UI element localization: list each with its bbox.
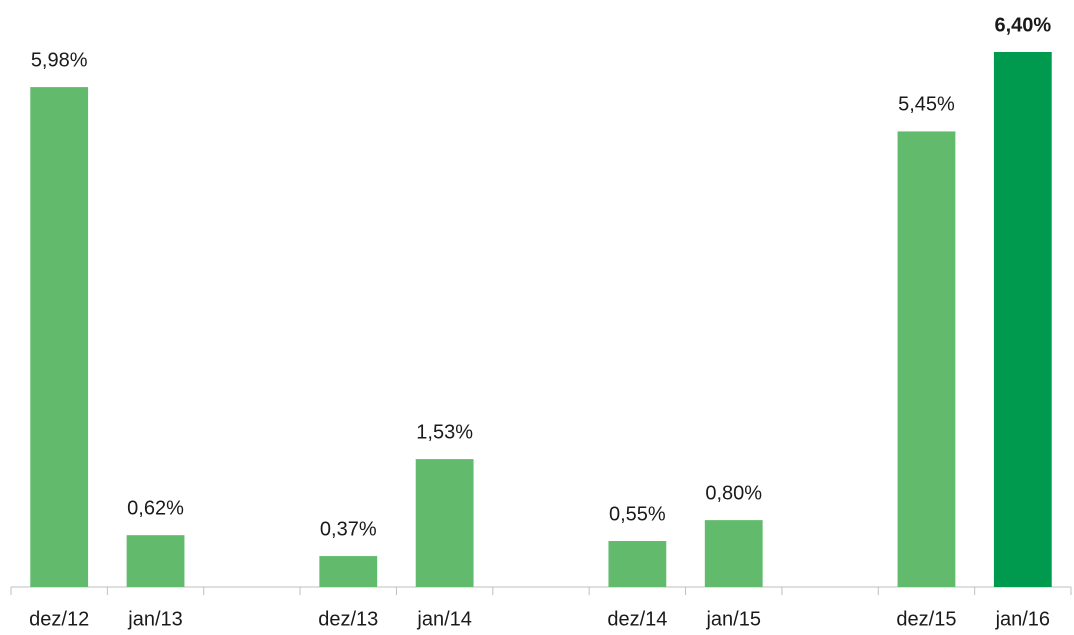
x-tick-label: jan/13 [127,608,183,630]
bar [993,52,1052,587]
bar [126,535,185,587]
bar [608,541,667,587]
value-label: 5,45% [898,94,955,116]
bar [704,520,763,587]
x-tick-label: dez/12 [29,608,89,630]
x-tick-label: jan/15 [705,608,761,630]
bar [897,131,956,587]
bar [415,459,474,587]
value-label: 1,53% [416,421,473,443]
value-label: 0,37% [320,518,377,540]
x-tick-label: dez/15 [896,608,956,630]
bar [319,556,378,587]
bar [30,87,89,587]
value-label: 0,62% [127,497,184,519]
value-label: 5,98% [31,49,88,71]
value-label: 0,80% [705,482,762,504]
x-tick-label: dez/14 [607,608,667,630]
x-tick-label: jan/16 [995,608,1051,630]
x-tick-label: jan/14 [416,608,472,630]
value-label: 6,40% [994,14,1051,36]
value-label: 0,55% [609,503,666,525]
x-tick-label: dez/13 [318,608,378,630]
